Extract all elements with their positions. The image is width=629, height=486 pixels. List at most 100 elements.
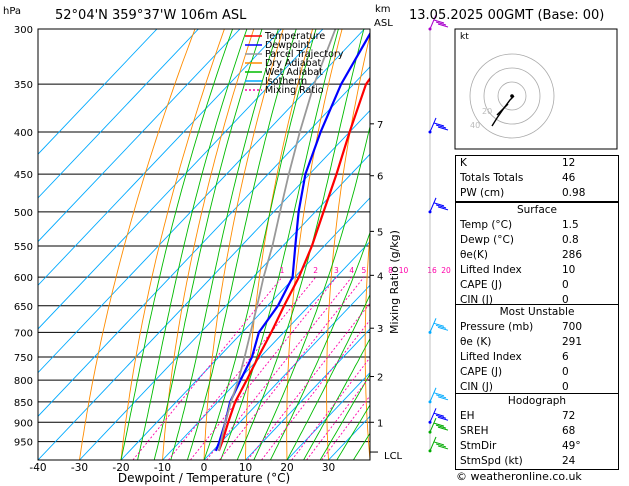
- wind-barb-feather: [435, 443, 447, 448]
- surface-key: Temp (°C): [460, 219, 513, 231]
- mixing-ratio-label: 2: [313, 266, 318, 275]
- wind-barb: [429, 417, 437, 433]
- mixing-ratio-label: 4: [349, 266, 354, 275]
- surface-value: 0.8: [562, 234, 579, 246]
- isotherm-line: [203, 284, 370, 460]
- pressure-tick-label: 350: [14, 80, 33, 91]
- temp-tick-label: -10: [154, 462, 171, 474]
- legend-label: Parcel Trajectory: [265, 49, 344, 60]
- km-tick-label: 7: [377, 120, 383, 131]
- index-row: PW (cm) 0.98: [456, 186, 618, 201]
- indices-panel: K 12 Totals Totals 46 PW (cm) 0.98: [455, 155, 619, 202]
- hodograph-frame: [454, 28, 618, 150]
- km-tick-label: 6: [377, 172, 383, 183]
- hodograph-stats-title: Hodograph: [507, 395, 567, 407]
- mu-row: θe (K) 291: [456, 335, 618, 350]
- pressure-tick-label: 300: [14, 25, 33, 36]
- credit-footer[interactable]: © weatheronline.co.uk: [456, 470, 582, 483]
- surface-key: Dewp (°C): [460, 234, 514, 246]
- wet-adiabat-line: [286, 293, 370, 460]
- mixing-ratio-label: 8: [388, 266, 393, 275]
- hodo-key: StmDir: [460, 440, 497, 452]
- mu-key: θe (K): [460, 336, 492, 348]
- mixing-ratio-line: [261, 319, 370, 460]
- mixing-ratio-line: [291, 356, 370, 460]
- mu-value: 700: [562, 321, 583, 333]
- mu-row: Lifted Index 6: [456, 350, 618, 365]
- index-key: Totals Totals: [460, 172, 524, 184]
- temp-tick-label: -30: [71, 462, 88, 474]
- series-parcel-trajectory: [217, 29, 337, 452]
- surface-row: CIN (J) 0: [456, 293, 618, 308]
- wet-adiabat-line: [186, 29, 297, 460]
- legend-label: Dry Adiabat: [265, 58, 322, 69]
- wind-barb: [429, 387, 437, 403]
- hodo-key: EH: [460, 410, 475, 422]
- x-axis-label: Dewpoint / Temperature (°C): [118, 471, 290, 485]
- isotherm-line: [286, 371, 370, 460]
- hodo-row: SREH 68: [456, 424, 618, 439]
- hodograph-ring: [469, 53, 555, 139]
- wind-barb: [429, 197, 437, 213]
- mixing-ratio-label: 20: [441, 266, 451, 275]
- index-value: 46: [562, 172, 576, 184]
- wind-barb: [429, 318, 437, 333]
- surface-value: 286: [562, 249, 583, 261]
- index-row: Totals Totals 46: [456, 171, 618, 186]
- surface-row: Dewp (°C) 0.8: [456, 233, 618, 248]
- isotherm-line: [38, 29, 282, 286]
- index-key: PW (cm): [460, 187, 505, 199]
- pressure-tick-label: 550: [14, 242, 33, 253]
- hodo-value: 49°: [562, 440, 581, 452]
- wind-barb-dot: [428, 400, 432, 404]
- wind-barb-feather: [433, 441, 445, 446]
- hodo-key: SREH: [460, 425, 489, 437]
- mixing-ratio-label: 10: [399, 266, 409, 275]
- wind-barb-feather: [433, 322, 445, 327]
- wind-barb-feather: [437, 445, 449, 450]
- wind-barb-feather: [437, 396, 449, 401]
- surface-row: Temp (°C) 1.5: [456, 218, 618, 233]
- mu-key: CAPE (J): [460, 366, 503, 378]
- hodograph-ring-label: 40: [470, 121, 480, 130]
- surface-title: Surface: [516, 204, 557, 216]
- legend-label: Dewpoint: [265, 40, 310, 51]
- wind-barb-feather: [433, 422, 445, 427]
- dry-adiabat-line: [79, 29, 196, 460]
- mixing-ratio-label: 5: [362, 266, 367, 275]
- plot-frame: [37, 28, 371, 461]
- wind-barb-dot: [428, 27, 432, 31]
- surface-value: 0: [562, 294, 569, 306]
- dry-adiabat-line: [162, 29, 255, 460]
- wind-barb-feather: [437, 426, 449, 431]
- mu-row: CIN (J) 0: [456, 380, 618, 395]
- wind-barb-feather: [433, 412, 445, 417]
- temp-tick-label: -40: [29, 462, 46, 474]
- surface-key: θe(K): [460, 249, 488, 261]
- surface-value: 10: [562, 264, 576, 276]
- wet-adiabat-line: [203, 29, 317, 460]
- wind-barb-dot: [428, 449, 432, 453]
- mixing-ratio-line: [247, 302, 370, 460]
- series-temperature: [217, 76, 370, 452]
- mu-key: Pressure (mb): [460, 321, 534, 333]
- datetime-title: 13.05.2025 00GMT (Base: 00): [409, 8, 604, 23]
- surface-key: Lifted Index: [460, 264, 522, 276]
- hodo-key: StmSpd (kt): [460, 455, 523, 467]
- mu-key: CIN (J): [460, 381, 493, 393]
- isotherm-line: [38, 29, 241, 243]
- wet-adiabat-line: [269, 231, 370, 460]
- wind-barb-feather: [437, 416, 449, 421]
- pressure-tick-label: 700: [14, 328, 33, 339]
- wind-barb-feather: [435, 124, 447, 129]
- wet-adiabat-line: [336, 404, 370, 460]
- wind-barb-feather: [435, 21, 447, 26]
- surface-row: CAPE (J) 0: [456, 278, 618, 293]
- temp-tick-label: 20: [280, 462, 293, 474]
- wind-barb-feather: [433, 392, 445, 397]
- wet-adiabat-line: [137, 29, 248, 460]
- km-tick-label: 3: [377, 324, 383, 335]
- surface-panel: Surface Temp (°C) 1.5 Dewp (°C) 0.8 θe(K) 2…: [455, 202, 619, 309]
- location-title: 52°04'N 359°37'W 106m ASL: [55, 8, 247, 23]
- wet-adiabat-line: [303, 337, 370, 460]
